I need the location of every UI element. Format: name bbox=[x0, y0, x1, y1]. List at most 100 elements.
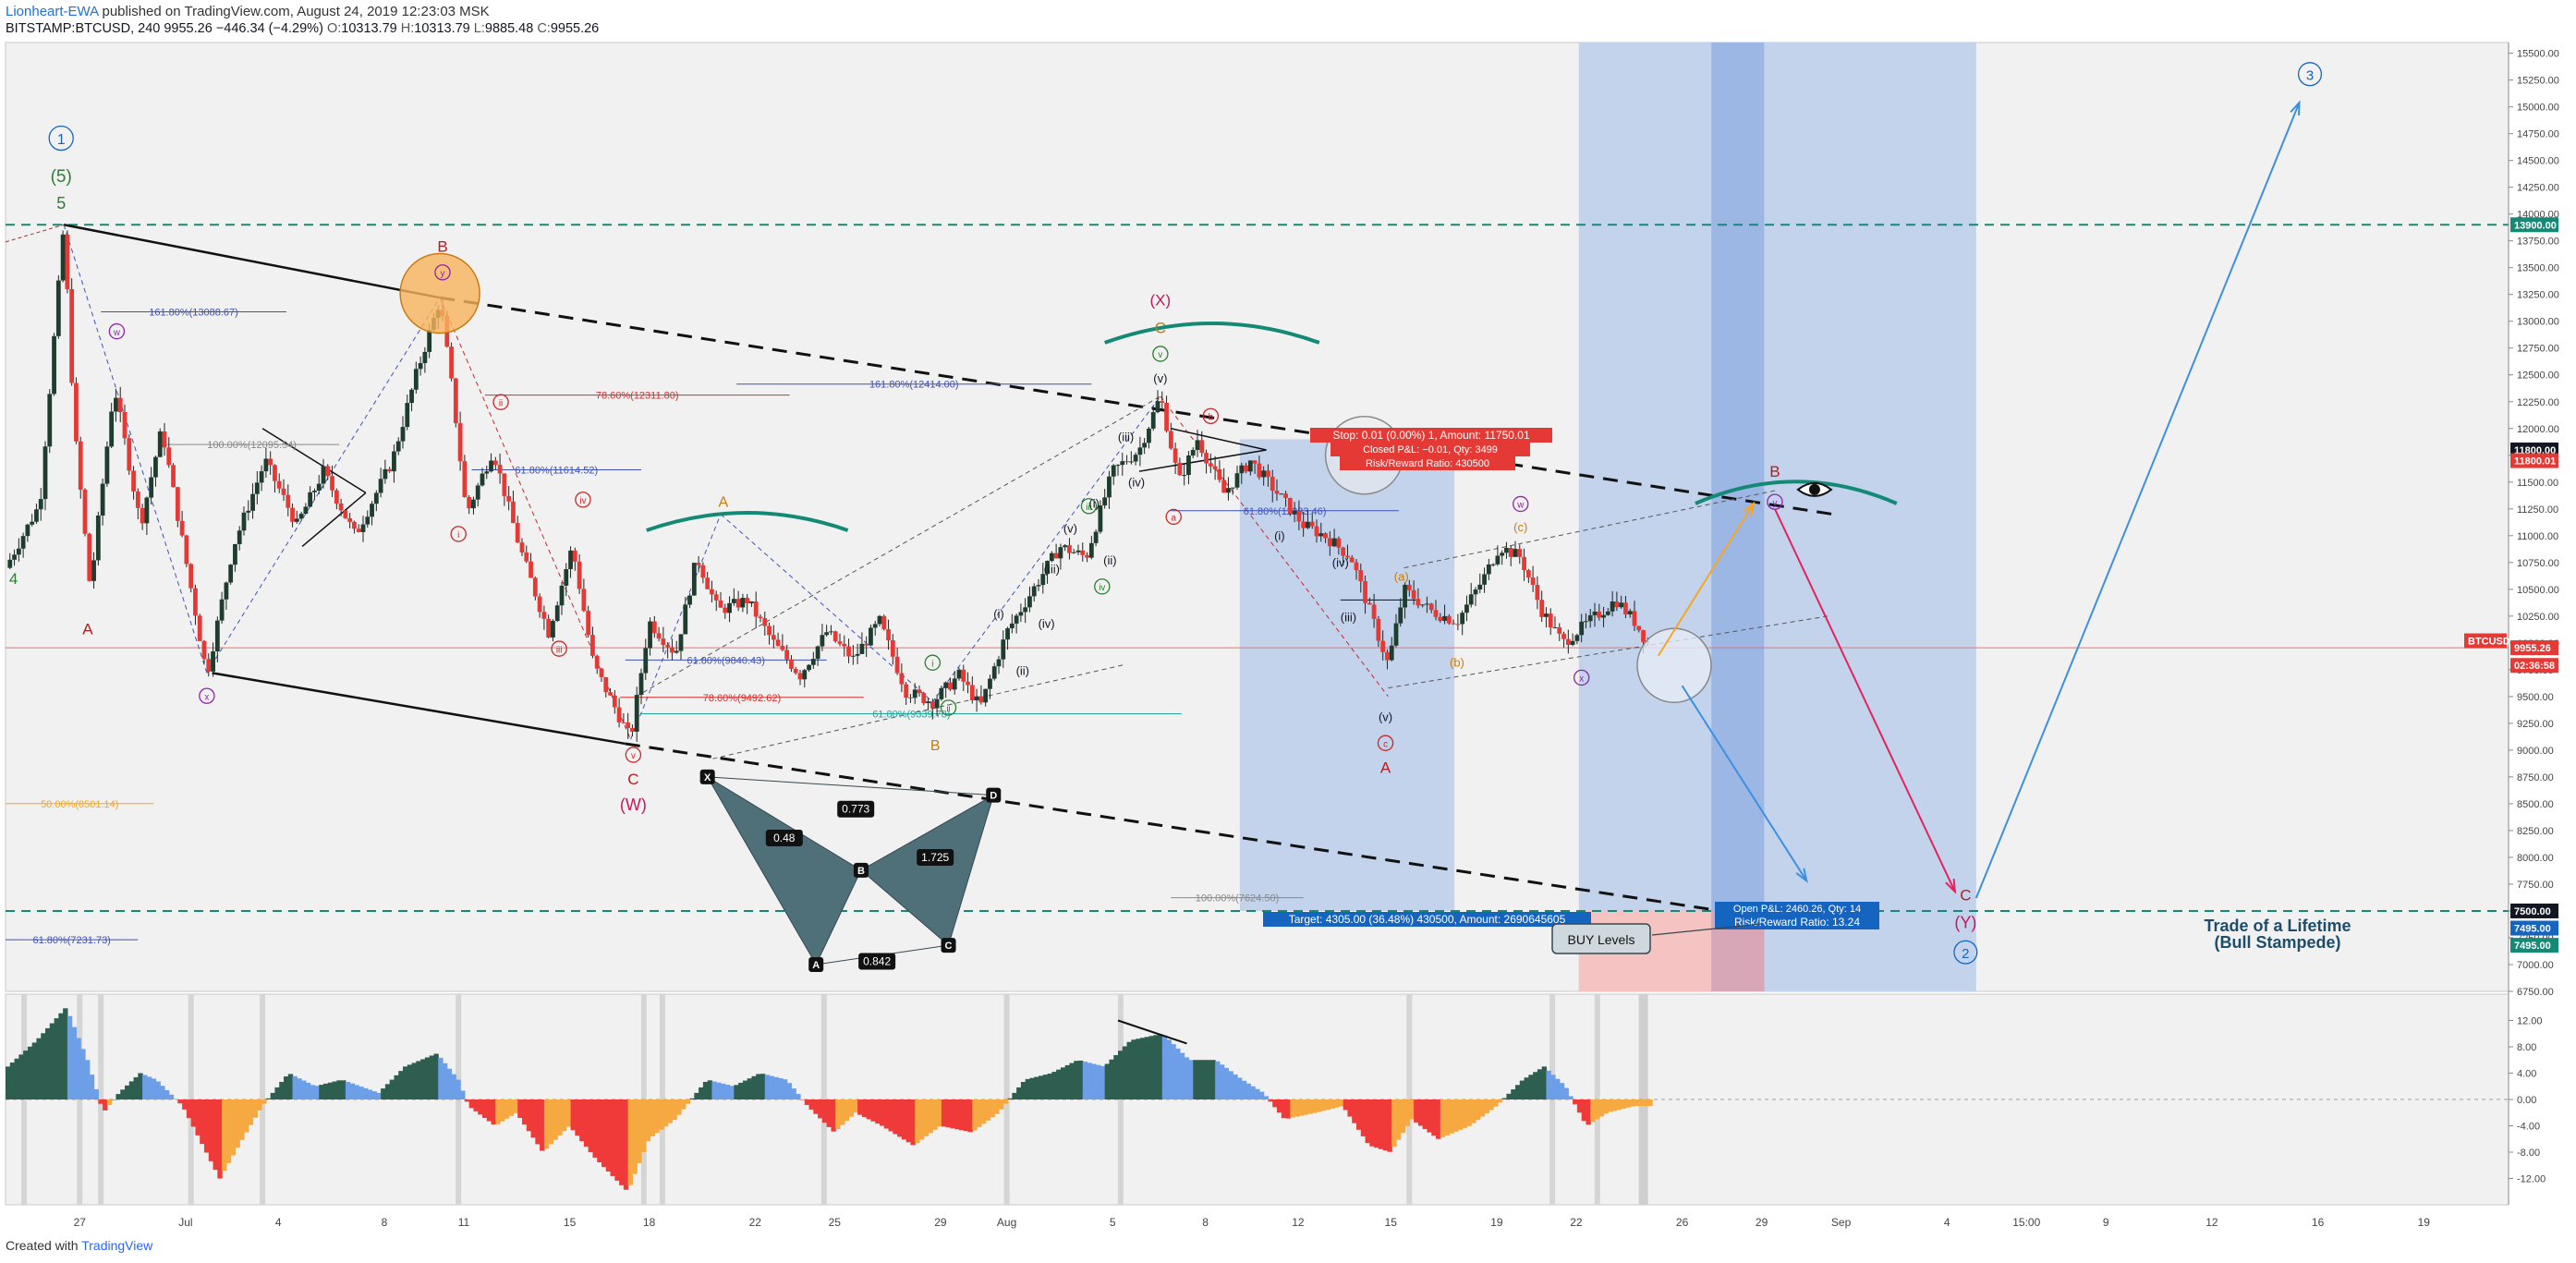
osc-bar bbox=[804, 1099, 810, 1105]
pattern-ratio-label: 0.48 bbox=[773, 832, 796, 844]
wave-label-circle bbox=[1767, 493, 1783, 510]
osc-tick-label: 12.00 bbox=[2517, 1016, 2543, 1027]
candle-up bbox=[484, 471, 490, 474]
candle-down bbox=[775, 639, 781, 647]
author-link[interactable]: Lionheart-EWA bbox=[6, 4, 99, 19]
osc-bar bbox=[1139, 1038, 1146, 1099]
wave-label: C bbox=[627, 771, 638, 788]
tradingview-brand[interactable]: TradingView bbox=[81, 1238, 153, 1253]
forecast-zone-1 bbox=[1578, 43, 1712, 991]
price-tag bbox=[2510, 453, 2558, 468]
price-tick-label: 15500.00 bbox=[2517, 49, 2559, 60]
candle-down bbox=[656, 633, 662, 639]
osc-bar bbox=[93, 1088, 99, 1099]
wave-label: A bbox=[1380, 759, 1391, 776]
wave-label: (v) bbox=[1063, 521, 1077, 535]
candle-up bbox=[1058, 547, 1063, 559]
candle-down bbox=[1270, 477, 1275, 492]
osc-bar bbox=[1625, 1099, 1631, 1108]
osc-bar bbox=[1484, 1099, 1489, 1113]
candle-up bbox=[360, 524, 366, 532]
candle-up bbox=[991, 666, 997, 679]
candle-up bbox=[418, 362, 423, 370]
risk-reward-top-label-box bbox=[1340, 456, 1515, 470]
wave-label: ii bbox=[499, 398, 503, 408]
osc-bar bbox=[734, 1085, 739, 1099]
candle-down bbox=[1614, 601, 1620, 608]
osc-bar bbox=[213, 1099, 218, 1171]
price-tick-label: 13750.00 bbox=[2517, 237, 2559, 248]
osc-bar bbox=[778, 1077, 784, 1099]
osc-bar bbox=[1493, 1099, 1499, 1107]
wave-label-circle bbox=[199, 687, 215, 704]
candle-up bbox=[1425, 603, 1429, 605]
candle-up bbox=[55, 280, 61, 336]
price-tick-label: 10750.00 bbox=[2517, 558, 2559, 569]
candle-down bbox=[1067, 545, 1072, 553]
candle-up bbox=[114, 397, 118, 412]
candle-up bbox=[691, 563, 697, 596]
osc-bar bbox=[1042, 1075, 1049, 1099]
price-tag bbox=[2510, 920, 2558, 936]
osc-bar bbox=[1581, 1099, 1587, 1122]
wave-label: 5 bbox=[56, 194, 66, 213]
osc-bar bbox=[1263, 1096, 1270, 1099]
candle-down bbox=[1376, 618, 1381, 641]
candle-down bbox=[1221, 480, 1227, 493]
osc-bar bbox=[999, 1099, 1004, 1110]
osc-bar bbox=[583, 1099, 589, 1148]
candle-down bbox=[1327, 538, 1332, 547]
osc-bar bbox=[751, 1075, 757, 1099]
osc-bar bbox=[314, 1086, 320, 1099]
time-tick-label: 8 bbox=[1202, 1216, 1209, 1229]
osc-bar bbox=[89, 1075, 95, 1099]
candle-down bbox=[497, 465, 503, 474]
candle-up bbox=[1592, 611, 1598, 615]
candle-up bbox=[1504, 548, 1509, 553]
osc-bar bbox=[182, 1099, 188, 1110]
candle-up bbox=[912, 689, 917, 698]
candle-down bbox=[948, 682, 953, 690]
time-tick-label: 5 bbox=[1110, 1216, 1116, 1229]
stop-label: Stop: 0.01 (0.00%) 1, Amount: 11750.01 bbox=[1332, 429, 1530, 442]
candle-up bbox=[648, 621, 652, 649]
price-axis: 15500.00 15250.00 15000.00 14750.00 14500.00… bbox=[2464, 43, 2559, 1205]
candle-down bbox=[82, 490, 88, 534]
candle-up bbox=[91, 560, 96, 581]
candle-down bbox=[492, 460, 498, 466]
candle-down bbox=[1411, 589, 1416, 600]
price-tick-label: 14500.00 bbox=[2517, 156, 2559, 167]
osc-bar bbox=[85, 1060, 91, 1099]
candle-down bbox=[1349, 557, 1355, 563]
osc-bar bbox=[1118, 1050, 1124, 1099]
osc-bar bbox=[923, 1099, 930, 1136]
stop-label-box bbox=[1310, 428, 1552, 443]
publish-line: Lionheart-EWA published on TradingView.c… bbox=[6, 4, 490, 19]
osc-bar bbox=[1422, 1099, 1428, 1130]
osc-bar bbox=[1466, 1099, 1472, 1126]
risk-reward-label-box bbox=[1715, 916, 1879, 929]
candle-down bbox=[1199, 440, 1205, 454]
osc-bar bbox=[115, 1094, 121, 1099]
time-tick-label: 4 bbox=[275, 1216, 282, 1229]
osc-bar bbox=[870, 1099, 876, 1122]
candle-down bbox=[1525, 569, 1531, 577]
osc-bar bbox=[959, 1099, 965, 1131]
candle-up bbox=[1500, 553, 1505, 556]
candle-up bbox=[400, 427, 406, 442]
osc-bar bbox=[1320, 1099, 1327, 1111]
candle-up bbox=[413, 369, 419, 390]
osc-bar bbox=[327, 1082, 334, 1099]
osc-bar bbox=[1131, 1039, 1136, 1099]
candle-down bbox=[784, 650, 790, 660]
osc-bar bbox=[627, 1099, 634, 1185]
osc-bar bbox=[1171, 1044, 1176, 1099]
osc-bar bbox=[915, 1099, 920, 1144]
trade-title: Trade of a Lifetime bbox=[2204, 917, 2351, 935]
osc-divergence-line bbox=[1117, 1019, 1187, 1045]
candle-up bbox=[144, 497, 150, 524]
candle-up bbox=[1460, 613, 1465, 625]
price-chart[interactable]: 161.80%(13088.67) 100.00%(12095.54) 78.60%… bbox=[0, 41, 2576, 1242]
osc-bar bbox=[1016, 1087, 1022, 1099]
candle-up bbox=[1627, 611, 1633, 614]
